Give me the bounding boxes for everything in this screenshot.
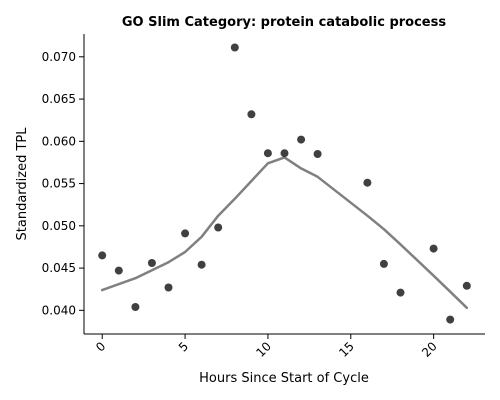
data-point-6 bbox=[197, 260, 206, 269]
data-point-18 bbox=[446, 315, 455, 324]
data-point-1 bbox=[114, 266, 123, 275]
data-point-19 bbox=[462, 281, 471, 290]
y-tick-label-0: 0.040 bbox=[42, 303, 76, 317]
data-point-17 bbox=[429, 244, 438, 253]
x-tick-label-15: 15 bbox=[336, 339, 357, 360]
data-point-7 bbox=[214, 223, 223, 232]
x-ticks: 0 5 10 15 20 bbox=[93, 334, 440, 360]
data-point-16 bbox=[396, 288, 405, 297]
data-point-14 bbox=[363, 178, 372, 187]
data-point-3 bbox=[147, 259, 156, 267]
data-point-12 bbox=[297, 135, 306, 144]
data-point-2 bbox=[131, 303, 140, 311]
data-point-11 bbox=[280, 149, 289, 158]
x-tick-label-0: 0 bbox=[93, 339, 108, 354]
data-point-13 bbox=[313, 150, 322, 158]
x-axis-label: Hours Since Start of Cycle bbox=[199, 371, 369, 386]
y-ticks: 0.040 0.045 0.050 0.055 0.060 0.065 0.070 bbox=[42, 50, 84, 317]
y-tick-label-2: 0.050 bbox=[42, 219, 76, 233]
data-point-0 bbox=[98, 251, 107, 260]
data-point-8 bbox=[230, 43, 239, 52]
trend-layer bbox=[100, 156, 469, 310]
points-layer bbox=[98, 43, 471, 324]
trend-line bbox=[100, 156, 469, 310]
plot-area bbox=[83, 34, 485, 335]
x-tick-label-20: 20 bbox=[419, 339, 440, 360]
data-point-4 bbox=[164, 283, 173, 292]
y-tick-label-1: 0.045 bbox=[42, 261, 76, 275]
y-tick-label-5: 0.065 bbox=[42, 92, 76, 106]
chart-title: GO Slim Category: protein catabolic proc… bbox=[122, 15, 446, 30]
x-tick-label-5: 5 bbox=[176, 339, 191, 354]
data-point-15 bbox=[379, 259, 388, 268]
data-point-5 bbox=[181, 229, 190, 238]
x-tick-label-10: 10 bbox=[253, 339, 274, 360]
y-tick-label-3: 0.055 bbox=[42, 177, 76, 191]
data-point-10 bbox=[263, 149, 272, 158]
y-tick-label-4: 0.060 bbox=[42, 134, 76, 148]
data-point-9 bbox=[247, 110, 256, 119]
y-axis-label: Standardized TPL bbox=[15, 127, 30, 241]
y-tick-label-6: 0.070 bbox=[42, 50, 76, 64]
